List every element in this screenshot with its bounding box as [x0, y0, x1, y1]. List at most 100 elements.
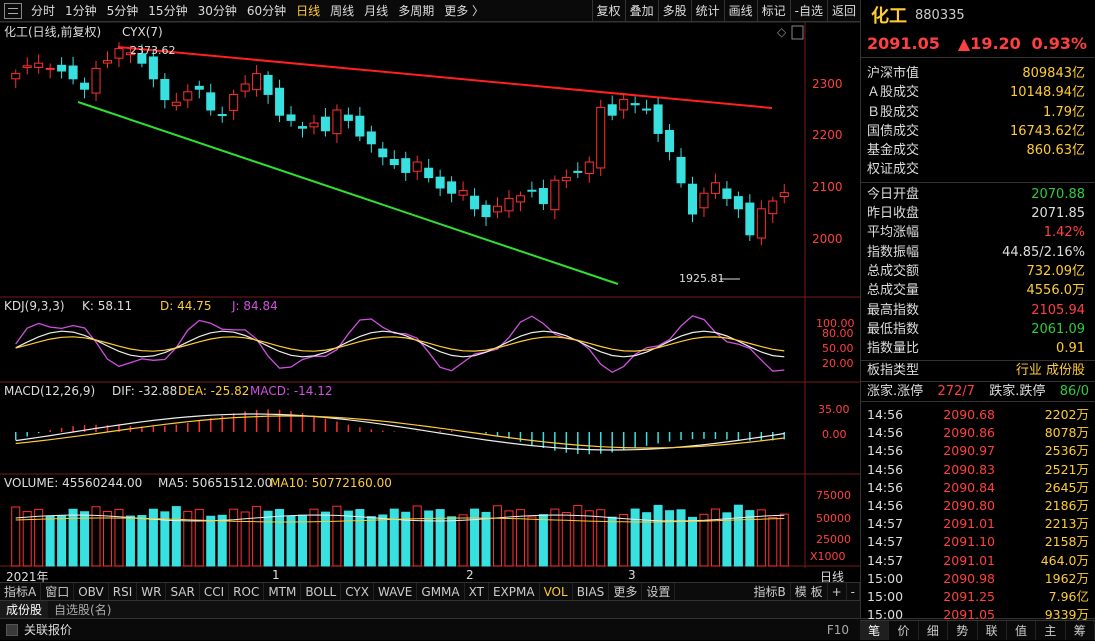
- timeframe-tab[interactable]: 月线: [364, 4, 389, 18]
- indicator-tab[interactable]: WR: [137, 583, 167, 600]
- tool-button[interactable]: 复权: [591, 0, 625, 22]
- indicator-tab[interactable]: WAVE: [374, 583, 418, 600]
- tool-button[interactable]: 叠加: [624, 0, 658, 22]
- tick-row: 14:56 2090.68 2202万: [861, 406, 1095, 424]
- indicator-tab[interactable]: MTM: [264, 583, 302, 600]
- indicator-tab[interactable]: 窗口: [41, 583, 75, 600]
- f10-button[interactable]: F10: [826, 622, 849, 637]
- indicator-control[interactable]: -: [847, 583, 860, 600]
- tick-time: 14:56: [867, 497, 904, 513]
- tool-button[interactable]: -自选: [789, 0, 827, 22]
- market-row: 国债成交 16743.62亿: [861, 122, 1095, 141]
- volume-bar: [424, 510, 434, 567]
- stat-value: 44.85/2.16%: [1002, 244, 1085, 260]
- indicator-control[interactable]: 模 板: [791, 583, 828, 600]
- indicator-tab[interactable]: 设置: [642, 583, 676, 600]
- market-label: Ｂ股成交: [867, 104, 920, 120]
- panel-tab[interactable]: 势: [948, 621, 978, 640]
- volume-bar: [229, 508, 239, 567]
- indicator-control[interactable]: +: [828, 583, 847, 600]
- indicator-tab[interactable]: SAR: [166, 583, 200, 600]
- indicator-tab[interactable]: 更多: [609, 583, 643, 600]
- panel-tab[interactable]: 价: [889, 621, 919, 640]
- volume-bar: [710, 508, 720, 567]
- candle-body: [114, 48, 124, 59]
- indicator-tab[interactable]: CCI: [200, 583, 230, 600]
- candle-body: [378, 148, 388, 158]
- timeframe-tab[interactable]: 更多 〉: [444, 4, 485, 18]
- volume-bar: [34, 508, 44, 567]
- candle-body: [57, 64, 67, 72]
- panel-tab[interactable]: 主: [1036, 621, 1066, 640]
- tick-row: 14:56 2090.86 8078万: [861, 424, 1095, 442]
- candle-body: [722, 188, 732, 199]
- volume-bar: [320, 511, 330, 567]
- volume-bar: [699, 513, 709, 567]
- timeframe-tab[interactable]: 周线: [330, 4, 355, 18]
- timeframe-tab[interactable]: 日线: [296, 4, 321, 18]
- panel-tab[interactable]: 笔: [860, 621, 890, 640]
- indicator-tab[interactable]: XT: [465, 583, 489, 600]
- indicator-tab[interactable]: EXPMA: [489, 583, 540, 600]
- indicator-tab[interactable]: GMMA: [417, 583, 465, 600]
- diamond-icon[interactable]: ◇: [777, 25, 787, 39]
- stat-value: 732.09亿: [1026, 263, 1086, 279]
- indicator-tab[interactable]: ROC: [229, 583, 265, 600]
- tool-button[interactable]: 统计: [690, 0, 724, 22]
- candle-body: [102, 60, 113, 64]
- volume-bar: [309, 508, 319, 567]
- tool-button[interactable]: 标记: [756, 0, 790, 22]
- volume-bar: [630, 508, 640, 567]
- panel-tab[interactable]: 细: [919, 621, 949, 640]
- timeframe-tab[interactable]: 60分钟: [246, 4, 287, 18]
- stat-row: 今日开盘 2070.88: [861, 185, 1095, 204]
- kline-chart-area[interactable]: 化工(日线,前复权) CYX(7) ◇ 2300 2200 2100 2000 …: [0, 21, 860, 570]
- timeframe-tab[interactable]: 5分钟: [106, 4, 139, 18]
- timeframe-tab[interactable]: 15分钟: [148, 4, 188, 18]
- block-tab[interactable]: 自选股(名): [54, 603, 112, 617]
- board-type-value[interactable]: 行业 成份股: [1015, 363, 1085, 379]
- timeframe-tab[interactable]: 分时: [31, 4, 56, 18]
- indicator-tab[interactable]: BOLL: [301, 583, 342, 600]
- scroll-icon[interactable]: [791, 25, 804, 40]
- kdj-tick: 100.00: [816, 317, 855, 330]
- menu-icon[interactable]: [4, 2, 22, 19]
- block-tab[interactable]: 成份股: [0, 601, 49, 618]
- candle-body: [389, 159, 399, 166]
- tool-button[interactable]: 画线: [723, 0, 757, 22]
- timeframe-tab[interactable]: 30分钟: [197, 4, 237, 18]
- volume-bar: [194, 508, 204, 567]
- volume-bar: [435, 509, 445, 567]
- candle-body: [366, 131, 376, 145]
- indicator-control[interactable]: 指标B: [750, 583, 791, 600]
- candle-body: [424, 167, 434, 179]
- candle-body: [619, 99, 629, 111]
- timeframe-tab[interactable]: 多周期: [398, 4, 435, 18]
- candle-body: [653, 104, 663, 134]
- indicator-tab[interactable]: OBV: [74, 583, 109, 600]
- panel-tab[interactable]: 筹: [1066, 621, 1095, 640]
- volume-bar: [492, 505, 503, 567]
- tool-button[interactable]: 返回: [826, 0, 860, 22]
- panel-tab[interactable]: 值: [1007, 621, 1037, 640]
- kline-chart[interactable]: 化工(日线,前复权) CYX(7) ◇ 2300 2200 2100 2000 …: [0, 21, 860, 570]
- indicator-tab[interactable]: RSI: [109, 583, 138, 600]
- price-line: 2091.05 ▲19.20 0.93%: [861, 30, 1095, 58]
- status-text: 关联报价: [24, 623, 73, 637]
- market-value: 809843亿: [1022, 66, 1085, 81]
- indicator-tab[interactable]: CYX: [341, 583, 374, 600]
- link-icon[interactable]: [6, 623, 18, 636]
- tick-volume: 2186万: [1044, 497, 1089, 513]
- chart-title: 化工(日线,前复权): [4, 24, 101, 39]
- tool-button[interactable]: 多股: [657, 0, 691, 22]
- candle-body: [607, 104, 617, 116]
- indicator-tab[interactable]: 指标A: [0, 583, 42, 600]
- tick-list[interactable]: 14:56 2090.68 2202万 14:56 2090.86 8078万 14:56 2…: [861, 402, 1095, 624]
- panel-tab[interactable]: 联: [978, 621, 1007, 640]
- indicator-tab[interactable]: BIAS: [573, 583, 610, 600]
- index-code: 880335: [915, 7, 965, 23]
- tick-row: 15:00 2091.05 9339万: [861, 606, 1095, 624]
- stat-row: 总成交额 732.09亿: [861, 262, 1095, 281]
- timeframe-tab[interactable]: 1分钟: [65, 4, 97, 18]
- indicator-tab[interactable]: VOL: [540, 583, 573, 600]
